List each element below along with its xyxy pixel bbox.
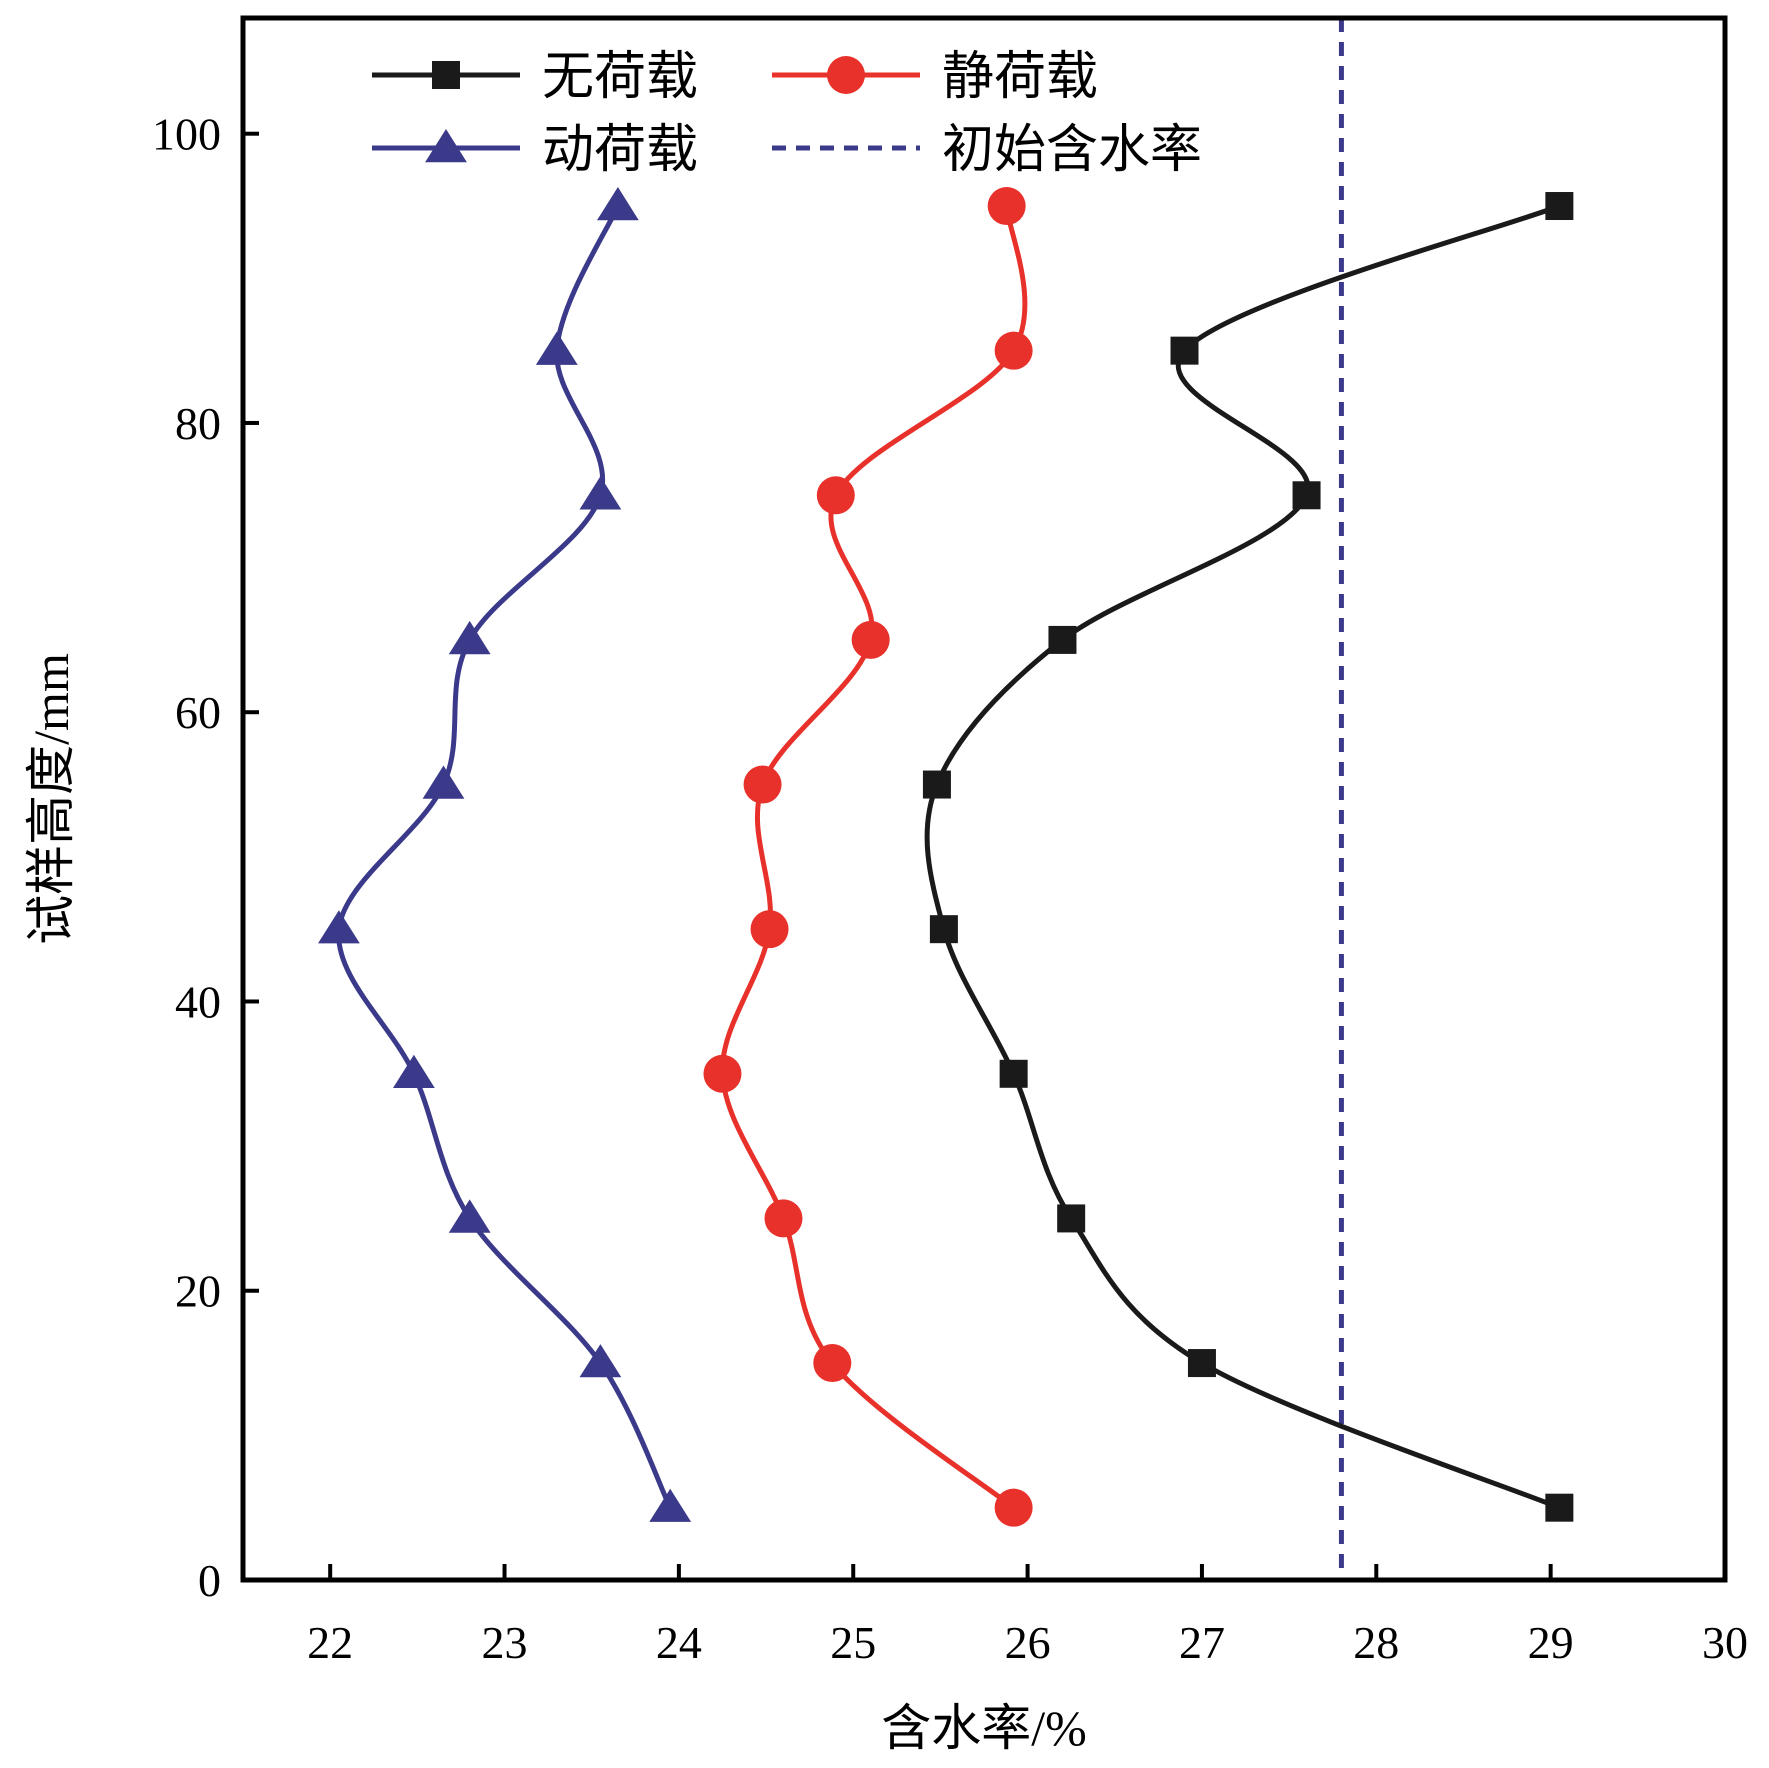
x-tick-label: 29 [1528, 1617, 1574, 1668]
data-point [994, 1488, 1033, 1527]
data-point [1545, 1493, 1574, 1522]
legend-label: 初始含水率 [942, 120, 1202, 180]
series-line [924, 203, 1562, 1511]
data-point [703, 1054, 742, 1093]
x-tick-label: 23 [482, 1617, 528, 1668]
series-line [336, 203, 673, 1511]
data-point [994, 331, 1033, 370]
series-static-load [703, 187, 1033, 1527]
y-tick-label: 20 [175, 1266, 221, 1317]
series-no-load [922, 192, 1574, 1522]
data-point [1048, 625, 1077, 654]
legend-item: 静荷载 [772, 47, 1098, 107]
legend-label: 无荷载 [542, 47, 698, 107]
x-tick-label: 28 [1353, 1617, 1399, 1668]
data-point [393, 1054, 435, 1088]
data-point [764, 1199, 803, 1238]
y-axis-title: 试样高度/mm [23, 653, 79, 945]
data-point [922, 770, 951, 799]
x-tick-label: 25 [830, 1617, 876, 1668]
data-point [649, 1488, 692, 1522]
data-point [422, 765, 465, 799]
x-tick-label: 22 [307, 1617, 353, 1668]
plot-content [318, 18, 1574, 1580]
series-line [719, 203, 1028, 1511]
legend-marker [425, 129, 467, 163]
y-tick-label: 60 [175, 687, 221, 738]
data-point [743, 765, 782, 804]
data-point [448, 620, 491, 655]
x-tick-label: 26 [1005, 1617, 1051, 1668]
y-tick-label: 100 [152, 109, 221, 160]
data-point [535, 331, 578, 365]
data-point [987, 187, 1026, 226]
legend-item: 无荷载 [372, 47, 698, 107]
data-point [999, 1059, 1028, 1088]
y-tick-label: 0 [198, 1555, 221, 1606]
legend-label: 动荷载 [542, 120, 698, 180]
data-point [318, 910, 360, 944]
data-point [597, 187, 639, 221]
legend-label: 静荷载 [942, 47, 1098, 107]
data-point [750, 910, 789, 949]
data-point [816, 476, 855, 515]
legend-marker [827, 56, 865, 94]
data-point [851, 620, 890, 659]
x-tick-label: 27 [1179, 1617, 1225, 1668]
legend-item: 动荷载 [372, 120, 698, 180]
data-point [1057, 1204, 1086, 1233]
legend-marker [432, 61, 460, 89]
data-point [579, 476, 622, 510]
y-tick-label: 40 [175, 976, 221, 1027]
data-point [1187, 1349, 1216, 1378]
data-point [1545, 192, 1574, 221]
data-point [813, 1344, 852, 1383]
plot-frame [240, 15, 1728, 1583]
y-axis-ticks: 0 20 40 60 80 100 [152, 109, 259, 1606]
legend-item: 初始含水率 [772, 120, 1202, 180]
data-point [579, 1344, 622, 1378]
x-tick-label: 30 [1702, 1617, 1748, 1668]
data-point [448, 1199, 491, 1233]
x-axis-ticks: 22 23 24 25 26 27 28 29 30 [307, 1564, 1748, 1668]
data-point [929, 915, 958, 944]
y-tick-label: 80 [175, 398, 221, 449]
x-tick-label: 24 [656, 1617, 702, 1668]
data-point [1292, 481, 1321, 510]
series-dynamic-load [318, 187, 692, 1522]
x-axis-title: 含水率/% [881, 1700, 1087, 1756]
data-point [1170, 336, 1199, 365]
